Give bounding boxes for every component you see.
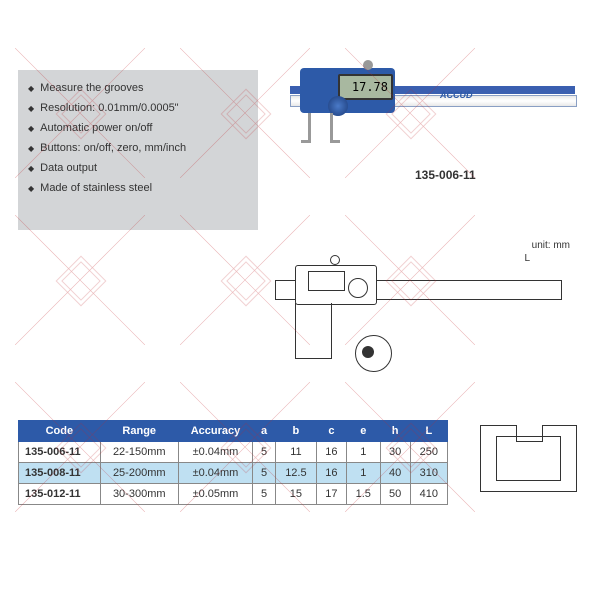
jaw-left	[308, 113, 311, 143]
table-cell: ±0.04mm	[178, 463, 252, 484]
feature-list: Measure the grooves Resolution: 0.01mm/0.…	[28, 82, 248, 194]
jaw-tip-right	[330, 140, 340, 143]
diagram-knob	[330, 255, 340, 265]
spec-table: CodeRangeAccuracyabcehL 135-006-1122-150…	[18, 420, 448, 505]
caliper-head: 17.78	[300, 68, 395, 113]
table-header-row: CodeRangeAccuracyabcehL	[19, 421, 448, 442]
feature-item: Made of stainless steel	[28, 182, 248, 194]
table-header-cell: L	[410, 421, 447, 442]
table-row: 135-012-1130-300mm±0.05mm515171.550410	[19, 484, 448, 505]
diagram-lcd	[308, 271, 345, 291]
feature-list-box: Measure the grooves Resolution: 0.01mm/0.…	[18, 70, 258, 230]
table-header-cell: e	[346, 421, 380, 442]
diagram-wheel	[348, 278, 368, 298]
table-header-cell: Range	[100, 421, 178, 442]
table-header-cell: c	[316, 421, 346, 442]
table-cell: 135-006-11	[19, 442, 101, 463]
table-header-cell: Accuracy	[178, 421, 252, 442]
table-cell: 30	[380, 442, 410, 463]
dimension-L-label: L	[524, 253, 530, 264]
table-cell: 16	[316, 463, 346, 484]
feature-item: Automatic power on/off	[28, 122, 248, 134]
table-row: 135-006-1122-150mm±0.04mm51116130250	[19, 442, 448, 463]
technical-diagram: unit: mm L	[150, 240, 580, 385]
table-cell: 22-150mm	[100, 442, 178, 463]
table-cell: 40	[380, 463, 410, 484]
table-header-cell: b	[275, 421, 316, 442]
section-view	[480, 425, 577, 492]
diagram-jaws	[295, 303, 332, 359]
table-cell: 135-012-11	[19, 484, 101, 505]
feature-item: Resolution: 0.01mm/0.0005"	[28, 102, 248, 114]
section-inner	[496, 436, 561, 481]
table-cell: 11	[275, 442, 316, 463]
feature-item: Measure the grooves	[28, 82, 248, 94]
table-cell: 5	[253, 484, 276, 505]
jaw-right	[330, 113, 333, 143]
table-cell: 17	[316, 484, 346, 505]
table-cell: 310	[410, 463, 447, 484]
spec-table-wrap: CodeRangeAccuracyabcehL 135-006-1122-150…	[18, 420, 448, 505]
table-cell: 1	[346, 442, 380, 463]
table-cell: 5	[253, 442, 276, 463]
brand-label: ACCUD	[440, 90, 473, 100]
table-row: 135-008-1125-200mm±0.04mm512.516140310	[19, 463, 448, 484]
table-cell: 1.5	[346, 484, 380, 505]
table-cell: 250	[410, 442, 447, 463]
diagram-head	[295, 265, 377, 305]
table-cell: ±0.05mm	[178, 484, 252, 505]
table-cell: 5	[253, 463, 276, 484]
feature-item: Buttons: on/off, zero, mm/inch	[28, 142, 248, 154]
table-cell: 12.5	[275, 463, 316, 484]
table-cell: 410	[410, 484, 447, 505]
table-header-cell: h	[380, 421, 410, 442]
lock-knob	[363, 60, 373, 70]
feature-item: Data output	[28, 162, 248, 174]
jaw-tip-left	[301, 140, 311, 143]
table-header-cell: a	[253, 421, 276, 442]
tip-detail-circle	[355, 335, 392, 372]
watermark	[15, 215, 145, 345]
table-cell: 15	[275, 484, 316, 505]
table-cell: 50	[380, 484, 410, 505]
table-cell: 1	[346, 463, 380, 484]
table-cell: 135-008-11	[19, 463, 101, 484]
product-illustration: 17.78 ACCUD	[290, 60, 580, 180]
table-cell: 25-200mm	[100, 463, 178, 484]
unit-label: unit: mm	[532, 240, 570, 251]
table-cell: 30-300mm	[100, 484, 178, 505]
lcd-display: 17.78	[338, 74, 393, 100]
table-body: 135-006-1122-150mm±0.04mm51116130250135-…	[19, 442, 448, 505]
table-cell: 16	[316, 442, 346, 463]
table-cell: ±0.04mm	[178, 442, 252, 463]
table-header-cell: Code	[19, 421, 101, 442]
product-code-label: 135-006-11	[415, 168, 476, 182]
